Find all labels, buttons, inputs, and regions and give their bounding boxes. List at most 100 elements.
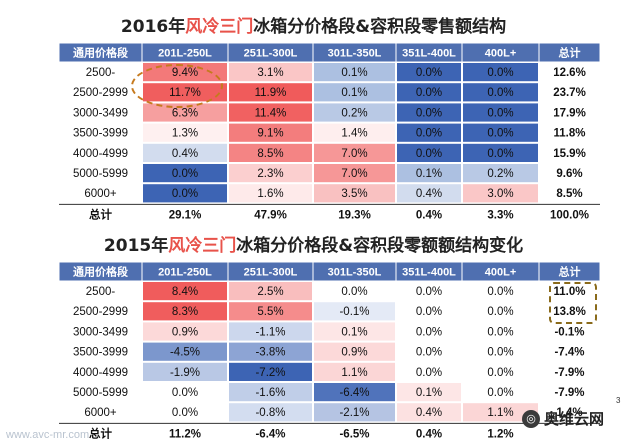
heat-cell bbox=[463, 143, 538, 162]
cell-value: 0.4% bbox=[416, 188, 442, 200]
heat-cell bbox=[463, 184, 538, 203]
row-total: 17.9% bbox=[553, 107, 586, 119]
heat-cell bbox=[314, 184, 395, 203]
heat-cell bbox=[229, 362, 312, 381]
cell-value: 0.0% bbox=[487, 286, 513, 298]
heat-cell bbox=[463, 123, 538, 142]
title-suffix: 冰箱分价格段&容积段零售额结构 bbox=[253, 17, 507, 37]
watermark-url: www.avc-mr.com bbox=[6, 429, 90, 441]
row-total: 11.8% bbox=[554, 128, 586, 140]
heat-cell bbox=[463, 282, 538, 301]
heat-cell bbox=[463, 164, 538, 183]
column-label: 301L-350L bbox=[328, 267, 382, 279]
cell-value: 0.9% bbox=[341, 347, 367, 359]
column-label: 400L+ bbox=[485, 267, 517, 279]
cell-value: 0.0% bbox=[416, 107, 442, 119]
row-total: 15.9% bbox=[553, 148, 586, 160]
cell-value: 0.0% bbox=[416, 306, 442, 318]
cell-value: 0.4% bbox=[416, 407, 442, 419]
cell-value: 0.0% bbox=[172, 188, 198, 200]
column-label: 351L-400L bbox=[402, 48, 456, 60]
cell-value: 0.0% bbox=[416, 326, 442, 338]
heat-cell bbox=[397, 302, 461, 321]
cell-value: 0.4% bbox=[172, 148, 198, 160]
cell-value: 0.0% bbox=[341, 286, 367, 298]
heat-cell bbox=[229, 103, 312, 122]
column-label: 400L+ bbox=[485, 48, 517, 60]
title-suffix: 冰箱分价格段&容积段零额额结构变化 bbox=[236, 236, 524, 256]
cell-value: -4.5% bbox=[170, 347, 200, 359]
cell-value: 3.5% bbox=[341, 188, 367, 200]
heat-cell bbox=[314, 403, 395, 422]
column-total: 0.4% bbox=[416, 209, 442, 221]
heat-cell bbox=[314, 143, 395, 162]
cell-value: 0.0% bbox=[487, 306, 513, 318]
row-label: 3000-3499 bbox=[73, 107, 128, 119]
heat-cell bbox=[463, 302, 538, 321]
cell-value: 0.0% bbox=[487, 347, 513, 359]
cell-value: 0.0% bbox=[416, 367, 442, 379]
cell-value: -1.1% bbox=[255, 326, 285, 338]
column-total: 19.3% bbox=[338, 209, 371, 221]
column-label: 总计 bbox=[559, 265, 581, 279]
column-label: 301L-350L bbox=[328, 48, 382, 60]
row-label: 3500-3999 bbox=[73, 128, 128, 140]
cell-value: 0.1% bbox=[416, 387, 442, 399]
column-total: 3.3% bbox=[487, 209, 513, 221]
heat-cell bbox=[463, 403, 538, 422]
column-total: 11.2% bbox=[169, 428, 201, 440]
row-label: 6000+ bbox=[84, 188, 117, 200]
heat-cell bbox=[229, 383, 312, 402]
totals-label: 总计 bbox=[89, 426, 112, 440]
heat-cell bbox=[229, 164, 312, 183]
heat-cell bbox=[229, 282, 312, 301]
row-total: 9.6% bbox=[556, 168, 582, 180]
column-label: 201L-250L bbox=[158, 48, 212, 60]
column-total: -6.5% bbox=[339, 428, 369, 440]
heat-cell bbox=[397, 342, 461, 361]
heat-cell bbox=[143, 164, 227, 183]
column-total: 1.2% bbox=[487, 428, 513, 440]
cell-value: 8.4% bbox=[172, 286, 198, 298]
heat-cell bbox=[397, 123, 461, 142]
cell-value: 0.0% bbox=[416, 128, 442, 140]
row-label: 2500- bbox=[86, 286, 116, 298]
heat-cell bbox=[229, 63, 312, 82]
row-label: 5000-5999 bbox=[73, 168, 128, 180]
heat-cell bbox=[397, 383, 461, 402]
cell-value: 0.0% bbox=[487, 67, 513, 79]
heat-cell bbox=[143, 383, 227, 402]
row-label: 5000-5999 bbox=[73, 387, 128, 399]
cell-value: -1.6% bbox=[255, 387, 285, 399]
heat-cell bbox=[397, 403, 461, 422]
cell-value: 8.3% bbox=[172, 306, 198, 318]
title-prefix: 2015年 bbox=[103, 236, 169, 256]
cell-value: 6.3% bbox=[172, 107, 198, 119]
heat-cell bbox=[143, 184, 227, 203]
row-label: 2500-2999 bbox=[73, 306, 128, 318]
row-total: 1.4% bbox=[556, 407, 582, 419]
title-prefix: 2016年 bbox=[120, 17, 186, 37]
cell-value: 0.0% bbox=[487, 107, 513, 119]
cell-value: 7.0% bbox=[341, 148, 367, 160]
header-cell bbox=[538, 261, 601, 282]
heat-cell bbox=[314, 83, 395, 102]
heat-cell bbox=[463, 83, 538, 102]
heat-cell bbox=[143, 63, 227, 82]
cell-value: 0.9% bbox=[172, 326, 198, 338]
heat-cell bbox=[143, 282, 227, 301]
row-label: 6000+ bbox=[84, 407, 117, 419]
cell-value: 1.4% bbox=[341, 128, 367, 140]
cell-value: 0.0% bbox=[416, 347, 442, 359]
heat-cell bbox=[229, 83, 312, 102]
cell-value: 0.2% bbox=[341, 107, 367, 119]
row-total: 8.5% bbox=[556, 188, 582, 200]
cell-value: -6.4% bbox=[339, 387, 369, 399]
heat-cell bbox=[397, 164, 461, 183]
cell-value: 0.0% bbox=[487, 87, 513, 99]
cell-value: 11.7% bbox=[169, 87, 201, 99]
heat-cell bbox=[143, 403, 227, 422]
cell-value: 0.0% bbox=[172, 168, 198, 180]
